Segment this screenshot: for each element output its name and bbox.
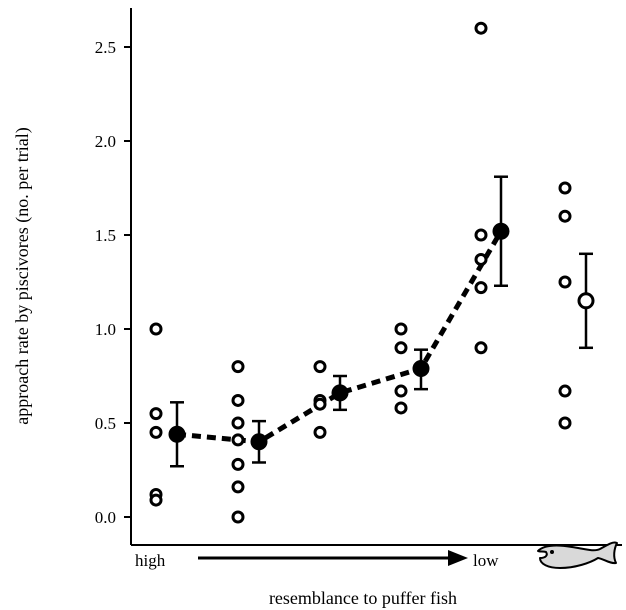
data-point: [231, 480, 245, 494]
mean-marker: [250, 433, 268, 451]
data-point: [149, 322, 163, 336]
mean-marker-control: [577, 292, 595, 310]
data-point: [231, 416, 245, 430]
puffer-fish-icon: [537, 541, 618, 569]
data-point: [394, 401, 408, 415]
data-point: [394, 322, 408, 336]
y-tick-label: 2.0: [95, 132, 116, 151]
mean-markers: [168, 222, 595, 451]
data-point: [474, 228, 488, 242]
data-point: [313, 425, 327, 439]
data-point: [149, 425, 163, 439]
y-tick-label: 2.5: [95, 38, 116, 57]
data-point: [231, 393, 245, 407]
axes: [130, 8, 622, 546]
data-point: [558, 384, 572, 398]
y-tick-label: 1.5: [95, 226, 116, 245]
mean-marker: [168, 425, 186, 443]
x-axis-title: resemblance to puffer fish: [269, 588, 457, 608]
y-tick-label: 0.5: [95, 414, 116, 433]
data-point: [149, 407, 163, 421]
data-point: [394, 341, 408, 355]
data-point: [313, 397, 327, 411]
data-point: [313, 360, 327, 374]
data-points: [149, 21, 572, 524]
data-point: [149, 493, 163, 507]
resemblance-arrow-head: [448, 550, 468, 566]
y-axis-title: approach rate by piscivores (no. per tri…: [12, 127, 33, 424]
data-point: [231, 510, 245, 524]
mean-marker: [331, 384, 349, 402]
data-point: [394, 384, 408, 398]
data-point: [558, 209, 572, 223]
data-point: [558, 181, 572, 195]
x-end-label: low: [473, 551, 499, 570]
data-point: [474, 281, 488, 295]
mean-marker: [412, 359, 430, 377]
x-start-label: high: [135, 551, 166, 570]
data-point: [231, 433, 245, 447]
data-point: [231, 457, 245, 471]
data-point: [474, 252, 488, 266]
x-axis-annotation: high low resemblance to puffer fish: [135, 541, 618, 608]
data-point: [558, 275, 572, 289]
data-point: [231, 360, 245, 374]
y-ticks: 0.0 0.5 1.0 1.5 2.0 2.5: [95, 38, 131, 527]
mean-marker: [492, 222, 510, 240]
y-tick-label: 1.0: [95, 320, 116, 339]
data-point: [558, 416, 572, 430]
y-tick-label: 0.0: [95, 508, 116, 527]
data-point: [474, 341, 488, 355]
data-point: [474, 21, 488, 35]
